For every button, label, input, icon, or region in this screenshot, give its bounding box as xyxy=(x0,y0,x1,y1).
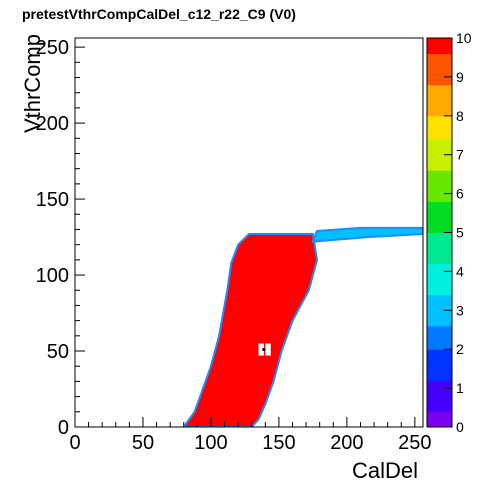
x-tick-label: 50 xyxy=(132,432,154,454)
y-axis: 0 50 100 150 200 250 xyxy=(36,37,85,439)
colorbar-segment xyxy=(427,193,452,202)
y-tick-label: 0 xyxy=(58,417,69,439)
plot-frame xyxy=(74,37,424,428)
x-axis: 0 50 100 150 200 250 xyxy=(69,417,432,454)
colorbar-segment xyxy=(427,84,452,93)
colorbar-segment xyxy=(427,131,452,140)
colorbar-segment xyxy=(427,403,452,412)
colorbar-segment xyxy=(427,53,452,62)
colorbar-segment xyxy=(427,372,452,381)
x-tick-label: 200 xyxy=(330,432,363,454)
colorbar-tick-label: 4 xyxy=(456,263,464,279)
heatmap-cell xyxy=(258,343,264,350)
colorbar-segment xyxy=(427,310,452,319)
colorbar-segment xyxy=(427,38,452,47)
heatmap-cell xyxy=(265,343,271,350)
colorbar-tick-label: 3 xyxy=(456,302,464,318)
colorbar-segment xyxy=(427,411,452,420)
colorbar-segment xyxy=(427,255,452,265)
colorbar-segment xyxy=(427,61,452,70)
colorbar-segment xyxy=(427,170,452,179)
colorbar-tick-label: 8 xyxy=(456,108,464,124)
colorbar-segment xyxy=(427,162,452,171)
colorbar-segment xyxy=(427,318,452,327)
x-tick-label: 150 xyxy=(262,432,295,454)
heatmap-cell xyxy=(262,348,266,352)
colorbar-segment xyxy=(427,69,452,78)
colorbar-tick-label: 1 xyxy=(456,380,464,396)
colorbar-segment xyxy=(427,76,452,86)
colorbar-segment xyxy=(427,146,452,156)
colorbar-tick-label: 10 xyxy=(456,30,472,46)
colorbar-segment xyxy=(427,108,452,117)
region-plateau-tail xyxy=(311,226,423,243)
colorbar-segment xyxy=(427,395,452,405)
colorbar-tick-label: 2 xyxy=(456,341,464,357)
colorbar-segment xyxy=(427,419,452,428)
heatmap-cell xyxy=(258,349,264,356)
colorbar-segment xyxy=(427,248,452,257)
colorbar-segment xyxy=(427,302,452,311)
colorbar-segment xyxy=(427,325,452,335)
y-axis-label: VthrComp xyxy=(20,34,45,133)
x-tick-label: 0 xyxy=(69,432,80,454)
heatmap-cell xyxy=(265,349,271,356)
heatmap-regions xyxy=(182,226,423,427)
colorbar-segment xyxy=(427,224,452,233)
colorbar-tick-label: 9 xyxy=(456,69,464,85)
colorbar-segment xyxy=(427,185,452,195)
y-tick-label: 50 xyxy=(47,341,69,363)
colorbar-segment xyxy=(427,123,452,132)
colorbar-tick-label: 0 xyxy=(456,419,464,435)
colorbar-segment xyxy=(427,240,452,249)
colorbar-segment xyxy=(427,263,452,272)
colorbar-segment xyxy=(427,286,452,296)
colorbar-segment xyxy=(427,279,452,288)
colorbar-segment xyxy=(427,333,452,342)
colorbar-tick-label: 5 xyxy=(456,225,464,241)
colorbar-segment xyxy=(427,92,452,101)
y-tick-label: 150 xyxy=(36,189,69,211)
heatmap-points xyxy=(258,343,271,356)
x-axis-label: CalDel xyxy=(352,458,418,483)
colorbar-segment xyxy=(427,271,452,280)
x-tick-label: 250 xyxy=(398,432,431,454)
colorbar-segment xyxy=(427,341,452,350)
colorbar-segment xyxy=(427,115,452,125)
colorbar-segment xyxy=(427,232,452,241)
colorbar-segment xyxy=(427,364,452,374)
region-saturated-band xyxy=(182,233,319,427)
colorbar-segment xyxy=(427,45,452,55)
colorbar-segment xyxy=(427,201,452,210)
chart-title: pretestVthrCompCalDel_c12_r22_C9 (V0) xyxy=(22,6,296,22)
colorbar-tick-label: 6 xyxy=(456,186,464,202)
colorbar: 0 1 2 3 4 5 6 7 8 9 10 xyxy=(426,30,472,435)
colorbar-segment xyxy=(427,349,452,358)
x-tick-label: 100 xyxy=(194,432,227,454)
colorbar-segment xyxy=(427,139,452,148)
colorbar-segment xyxy=(427,294,452,304)
colorbar-segment xyxy=(427,209,452,218)
colorbar-tick-label: 7 xyxy=(456,147,464,163)
y-tick-label: 250 xyxy=(36,37,69,59)
colorbar-segment xyxy=(427,100,452,109)
colorbar-segment xyxy=(427,380,452,389)
colorbar-segment xyxy=(427,178,452,187)
colorbar-segment xyxy=(427,154,452,163)
colorbar-segment xyxy=(427,356,452,366)
y-tick-label: 200 xyxy=(36,113,69,135)
y-tick-label: 100 xyxy=(36,265,69,287)
colorbar-segment xyxy=(427,388,452,397)
colorbar-segment xyxy=(427,216,452,226)
